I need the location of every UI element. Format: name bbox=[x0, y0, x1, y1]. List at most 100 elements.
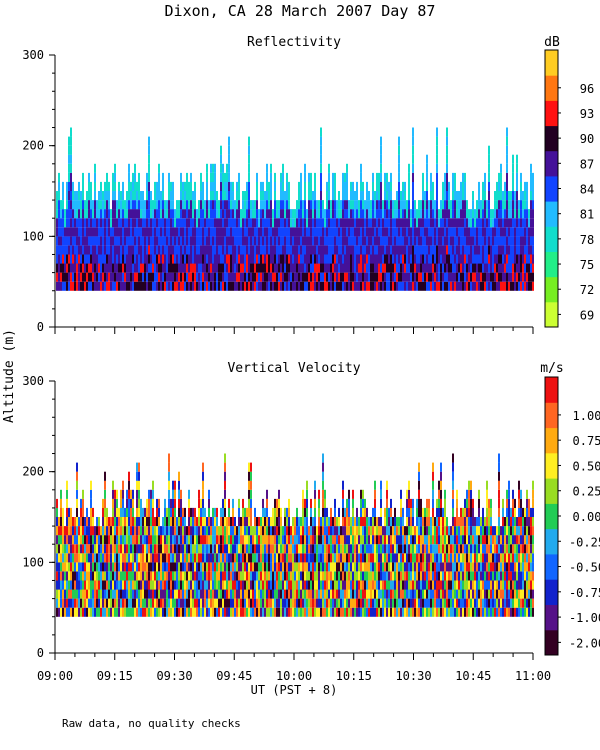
heatmap-cell bbox=[202, 544, 204, 554]
heatmap-cell bbox=[166, 526, 168, 536]
heatmap-cell bbox=[452, 209, 454, 219]
heatmap-cell bbox=[80, 209, 82, 219]
heatmap-cell bbox=[424, 281, 426, 291]
heatmap-cell bbox=[138, 245, 140, 255]
heatmap-cell bbox=[454, 191, 456, 201]
heatmap-cell bbox=[524, 200, 526, 210]
heatmap-cell bbox=[380, 245, 382, 255]
heatmap-cell bbox=[362, 272, 364, 282]
heatmap-cell bbox=[344, 227, 346, 237]
heatmap-cell bbox=[212, 163, 214, 173]
heatmap-cell bbox=[98, 281, 100, 291]
heatmap-cell bbox=[320, 154, 322, 164]
heatmap-cell bbox=[318, 562, 320, 572]
heatmap-cell bbox=[142, 245, 144, 255]
heatmap-cell bbox=[338, 236, 340, 246]
heatmap-cell bbox=[408, 200, 410, 210]
heatmap-cell bbox=[326, 245, 328, 255]
heatmap-cell bbox=[188, 489, 190, 499]
heatmap-cell bbox=[328, 589, 330, 599]
heatmap-cell bbox=[358, 209, 360, 219]
heatmap-cell bbox=[216, 562, 218, 572]
heatmap-cell bbox=[74, 191, 76, 201]
heatmap-cell bbox=[280, 263, 282, 273]
heatmap-cell bbox=[156, 254, 158, 264]
heatmap-cell bbox=[244, 507, 246, 517]
heatmap-cell bbox=[232, 281, 234, 291]
heatmap-cell bbox=[308, 589, 310, 599]
heatmap-cell bbox=[364, 209, 366, 219]
heatmap-cell bbox=[154, 236, 156, 246]
heatmap-cell bbox=[492, 245, 494, 255]
heatmap-cell bbox=[322, 598, 324, 608]
heatmap-cell bbox=[66, 571, 68, 581]
heatmap-cell bbox=[138, 544, 140, 554]
heatmap-cell bbox=[498, 209, 500, 219]
heatmap-cell bbox=[384, 172, 386, 182]
heatmap-cell bbox=[120, 544, 122, 554]
heatmap-cell bbox=[292, 209, 294, 219]
heatmap-cell bbox=[248, 471, 250, 481]
heatmap-cell bbox=[454, 218, 456, 228]
heatmap-cell bbox=[438, 263, 440, 273]
heatmap-cell bbox=[464, 272, 466, 282]
heatmap-cell bbox=[314, 535, 316, 545]
heatmap-cell bbox=[398, 172, 400, 182]
heatmap-cell bbox=[166, 507, 168, 517]
heatmap-cell bbox=[248, 507, 250, 517]
heatmap-cell bbox=[156, 598, 158, 608]
heatmap-cell bbox=[292, 589, 294, 599]
heatmap-cell bbox=[474, 281, 476, 291]
heatmap-cell bbox=[250, 245, 252, 255]
heatmap-cell bbox=[342, 553, 344, 563]
heatmap-cell bbox=[130, 245, 132, 255]
heatmap-cell bbox=[220, 553, 222, 563]
heatmap-cell bbox=[340, 598, 342, 608]
heatmap-cell bbox=[64, 571, 66, 581]
heatmap-cell bbox=[202, 598, 204, 608]
heatmap-cell bbox=[262, 272, 264, 282]
heatmap-cell bbox=[82, 562, 84, 572]
heatmap-cell bbox=[138, 589, 140, 599]
heatmap-cell bbox=[454, 245, 456, 255]
heatmap-cell bbox=[136, 254, 138, 264]
heatmap-cell bbox=[146, 263, 148, 273]
heatmap-cell bbox=[144, 281, 146, 291]
heatmap-cell bbox=[246, 263, 248, 273]
heatmap-cell bbox=[252, 562, 254, 572]
heatmap-cell bbox=[402, 236, 404, 246]
heatmap-cell bbox=[322, 526, 324, 536]
heatmap-cell bbox=[148, 136, 150, 146]
heatmap-cell bbox=[116, 236, 118, 246]
heatmap-cell bbox=[196, 571, 198, 581]
heatmap-cell bbox=[286, 254, 288, 264]
heatmap-cell bbox=[60, 580, 62, 590]
heatmap-cell bbox=[150, 535, 152, 545]
heatmap-cell bbox=[262, 598, 264, 608]
heatmap-cell bbox=[414, 227, 416, 237]
heatmap-cell bbox=[56, 254, 58, 264]
heatmap-cell bbox=[222, 218, 224, 228]
heatmap-cell bbox=[172, 227, 174, 237]
heatmap-cell bbox=[194, 589, 196, 599]
heatmap-cell bbox=[500, 191, 502, 201]
heatmap-cell bbox=[248, 209, 250, 219]
heatmap-cell bbox=[310, 598, 312, 608]
heatmap-cell bbox=[310, 517, 312, 527]
heatmap-cell bbox=[198, 281, 200, 291]
heatmap-cell bbox=[98, 254, 100, 264]
heatmap-cell bbox=[146, 553, 148, 563]
heatmap-cell bbox=[364, 281, 366, 291]
heatmap-cell bbox=[176, 245, 178, 255]
heatmap-cell bbox=[496, 200, 498, 210]
heatmap-cell bbox=[500, 218, 502, 228]
heatmap-cell bbox=[186, 272, 188, 282]
heatmap-cell bbox=[228, 535, 230, 545]
heatmap-cell bbox=[180, 281, 182, 291]
heatmap-cell bbox=[528, 236, 530, 246]
heatmap-cell bbox=[174, 272, 176, 282]
heatmap-cell bbox=[426, 272, 428, 282]
heatmap-cell bbox=[202, 462, 204, 472]
heatmap-cell bbox=[262, 245, 264, 255]
heatmap-cell bbox=[342, 218, 344, 228]
